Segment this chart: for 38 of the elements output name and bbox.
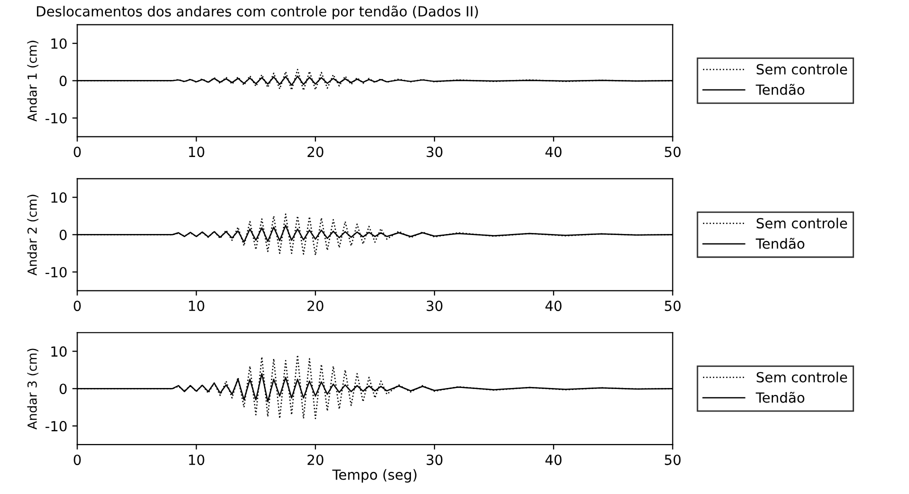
y-tick-label: 0 bbox=[60, 230, 67, 240]
x-tick-label: 30 bbox=[426, 146, 442, 158]
x-tick-label: 40 bbox=[545, 146, 562, 158]
y-tick-label: 10 bbox=[51, 346, 67, 357]
x-tick-label: 0 bbox=[74, 146, 81, 158]
x-tick-label: 10 bbox=[189, 300, 204, 312]
legend-label: Tendão bbox=[756, 84, 804, 95]
x-tick-label: 40 bbox=[545, 300, 562, 312]
y-tick-label: 10 bbox=[51, 192, 67, 203]
y-tick-label: -10 bbox=[46, 420, 67, 432]
x-axis-title: Tempo (seg) bbox=[332, 469, 416, 483]
x-tick-label: 10 bbox=[189, 454, 204, 466]
chart-title: Deslocamentos dos andares com controle por tendão (Dados II) bbox=[36, 6, 478, 20]
legend-label: Sem controle bbox=[756, 218, 848, 228]
legend-label: Sem controle bbox=[756, 372, 848, 382]
y-axis-title: Andar 2 (cm) bbox=[27, 194, 38, 276]
legend-label: Tendão bbox=[756, 392, 804, 403]
y-tick-label: 0 bbox=[60, 76, 67, 86]
x-tick-label: 30 bbox=[426, 300, 442, 312]
x-tick-label: 40 bbox=[545, 454, 562, 466]
y-tick-label: 10 bbox=[51, 38, 67, 49]
x-tick-label: 0 bbox=[74, 454, 81, 466]
x-tick-label: 20 bbox=[308, 146, 324, 158]
x-tick-label: 50 bbox=[664, 300, 681, 312]
x-tick-label: 20 bbox=[308, 300, 324, 312]
x-tick-label: 10 bbox=[189, 146, 204, 158]
x-tick-label: 30 bbox=[426, 454, 442, 466]
y-axis-title: Andar 3 (cm) bbox=[27, 348, 38, 430]
x-tick-label: 20 bbox=[308, 454, 324, 466]
x-tick-label: 50 bbox=[664, 146, 681, 158]
x-tick-label: 50 bbox=[664, 454, 681, 466]
y-tick-label: -10 bbox=[46, 266, 67, 278]
legend-label: Sem controle bbox=[756, 64, 848, 75]
legend-label: Tendão bbox=[756, 238, 804, 249]
y-tick-label: 0 bbox=[60, 384, 67, 394]
y-tick-label: -10 bbox=[46, 112, 67, 124]
x-tick-label: 0 bbox=[74, 300, 81, 312]
y-axis-title: Andar 1 (cm) bbox=[27, 40, 38, 122]
